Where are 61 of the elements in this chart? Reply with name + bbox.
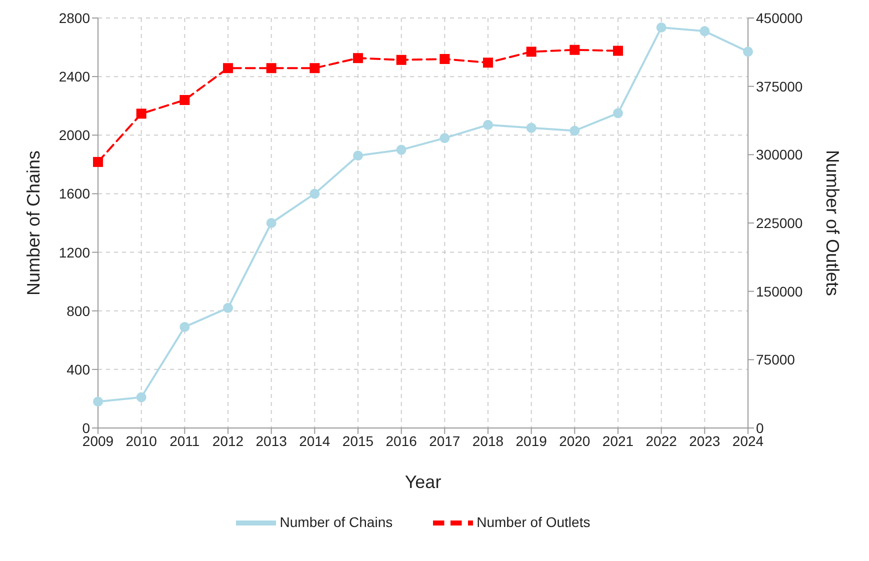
x-tick-label: 2010 — [126, 432, 158, 449]
y-axis-title: Number of Chains — [23, 150, 44, 296]
point — [570, 44, 580, 55]
y2-tick-label: 150000 — [756, 283, 803, 300]
y2-tick-label: 300000 — [756, 146, 803, 163]
point — [526, 46, 536, 57]
point — [700, 26, 710, 36]
point — [223, 63, 233, 74]
point — [483, 120, 493, 130]
x-tick-label: 2023 — [689, 432, 720, 449]
x-tick-label: 2012 — [212, 432, 244, 449]
x-tick-label: 2018 — [472, 432, 504, 449]
point — [483, 58, 493, 68]
point — [310, 63, 320, 74]
y-tick-label: 1600 — [58, 186, 90, 202]
point — [743, 46, 753, 57]
y2-tick-label: 375000 — [756, 78, 803, 94]
x-tick-label: 2013 — [256, 432, 288, 449]
y2-axis-title: Number of Outlets — [822, 150, 843, 296]
point — [570, 126, 580, 136]
point — [440, 133, 450, 144]
y2-tick-label: 225000 — [756, 214, 803, 231]
point — [180, 322, 190, 332]
x-axis-title: Year — [404, 472, 442, 492]
y-tick-label: 2000 — [58, 127, 90, 144]
point — [136, 108, 146, 119]
point — [266, 218, 276, 228]
legend-label: Number of Outlets — [476, 514, 590, 530]
x-tick-label: 2015 — [342, 432, 374, 449]
x-tick-label: 2011 — [170, 432, 200, 449]
y2-tick-label: 75000 — [756, 352, 796, 368]
x-tick-label: 2021 — [602, 432, 634, 449]
legend-label: Number of Chains — [280, 514, 393, 530]
point — [526, 122, 536, 133]
point — [223, 302, 233, 313]
y-tick-label: 2800 — [58, 10, 90, 26]
point — [613, 108, 623, 118]
point — [440, 54, 450, 64]
point — [353, 53, 363, 64]
point — [613, 46, 623, 56]
y2-tick-label: 450000 — [756, 10, 803, 26]
point — [353, 150, 363, 161]
x-tick-label: 2014 — [299, 432, 330, 449]
x-tick-label: 2017 — [429, 432, 460, 449]
y-tick-label: 800 — [66, 302, 90, 319]
y-tick-label: 2400 — [58, 68, 90, 85]
point — [93, 396, 103, 407]
point — [180, 95, 190, 105]
point — [396, 144, 406, 155]
x-tick-label: 2016 — [386, 432, 418, 449]
x-tick-label: 2022 — [646, 432, 678, 449]
point — [396, 54, 406, 65]
x-tick-label: 2020 — [559, 432, 590, 449]
y-tick-label: 400 — [66, 361, 90, 378]
point — [310, 188, 320, 199]
point — [266, 63, 276, 74]
point — [93, 156, 103, 167]
point — [136, 392, 146, 402]
point — [656, 22, 666, 33]
y-tick-label: 1200 — [58, 244, 90, 260]
x-tick-label: 2019 — [516, 432, 548, 449]
